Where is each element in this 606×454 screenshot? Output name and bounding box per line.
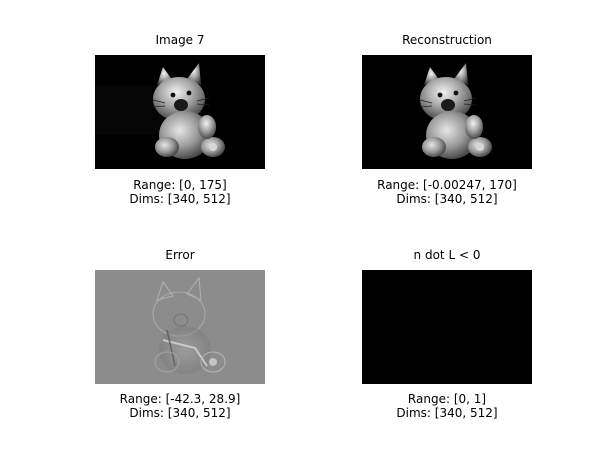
panel-caption: Range: [-42.3, 28.9] Dims: [340, 512] <box>85 392 275 420</box>
dims-label: Dims: [340, 512] <box>396 192 498 206</box>
panel-title: Reconstruction <box>402 33 492 47</box>
range-label: Range: [0, 175] <box>133 178 227 192</box>
cat-figurine-reconstruction <box>362 55 532 169</box>
panel-title: Error <box>165 248 195 262</box>
range-label: Range: [-42.3, 28.9] <box>119 392 241 406</box>
range-label: Range: [-0.00247, 170] <box>377 178 517 192</box>
panel-caption: Range: [0, 1] Dims: [340, 512] <box>352 392 542 420</box>
dims-label: Dims: [340, 512] <box>396 406 498 420</box>
cat-figurine-error-map <box>95 270 265 384</box>
dims-label: Dims: [340, 512] <box>129 192 231 206</box>
dims-label: Dims: [340, 512] <box>129 406 231 420</box>
range-label: Range: [0, 1] <box>407 392 487 406</box>
panel-title: n dot L < 0 <box>413 248 481 262</box>
panel-caption: Range: [0, 175] Dims: [340, 512] <box>85 178 275 206</box>
panel-caption: Range: [-0.00247, 170] Dims: [340, 512] <box>352 178 542 206</box>
all-black-mask <box>362 270 532 384</box>
cat-figurine-photo <box>95 55 265 169</box>
panel-title: Image 7 <box>155 33 205 47</box>
